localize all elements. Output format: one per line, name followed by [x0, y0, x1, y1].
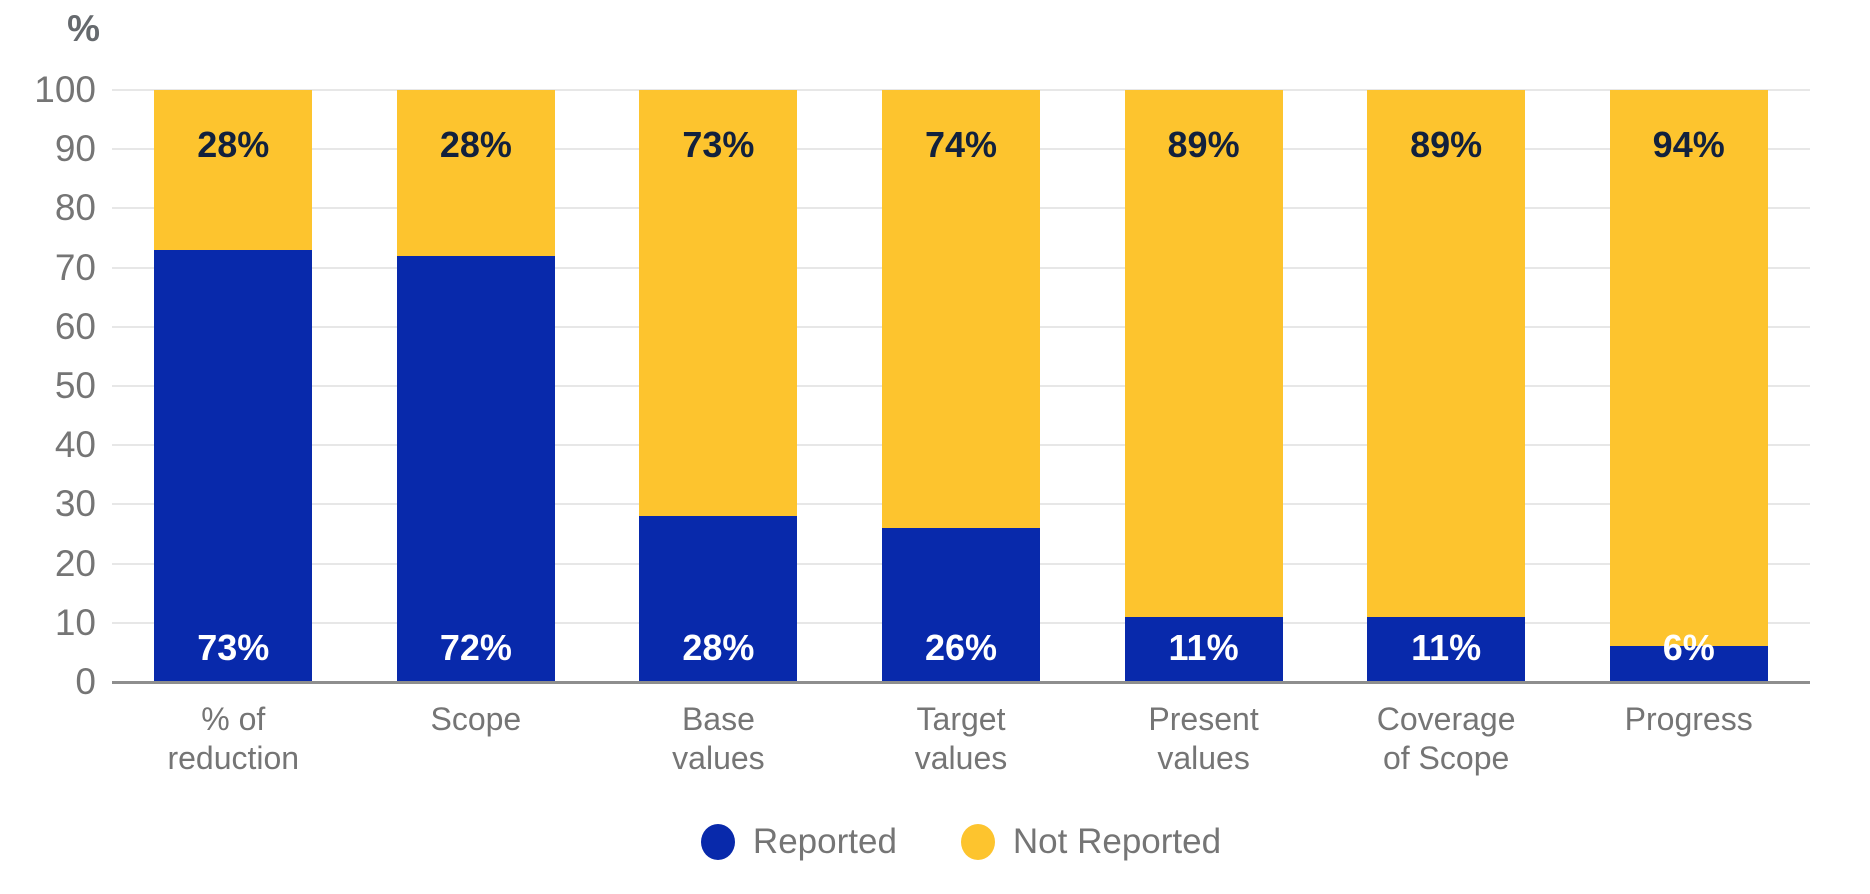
- bar-segment-not-reported: 73%: [639, 90, 798, 517]
- bar-value-label-reported: 72%: [439, 627, 512, 668]
- y-tick-label: 70: [54, 246, 96, 288]
- legend-swatch-icon: [700, 824, 735, 860]
- bar-5: 89% 11%: [1124, 90, 1283, 682]
- y-tick-label: 10: [54, 601, 96, 643]
- bar-1: 28% 73%: [154, 90, 313, 682]
- bar-value-label-not-reported: 28%: [439, 124, 512, 165]
- x-axis-label: Coverage of Scope: [1376, 701, 1516, 776]
- legend: Reported Not Reported: [112, 822, 1810, 862]
- x-axis-label: Present values: [1148, 701, 1259, 776]
- bar-value-label-reported: 73%: [197, 627, 270, 668]
- bar-segment-not-reported: 28%: [396, 90, 555, 256]
- y-tick-label: 100: [34, 69, 96, 110]
- bar-3: 73% 28%: [639, 90, 798, 682]
- x-axis-baseline: [112, 681, 1810, 684]
- bar-2: 28% 72%: [396, 90, 555, 682]
- bar-value-label-reported: 11%: [1168, 627, 1239, 668]
- bar-value-label-not-reported: 74%: [924, 124, 998, 165]
- x-axis-label: Base values: [672, 701, 765, 776]
- bar-value-label-reported: 6%: [1662, 627, 1715, 668]
- bar-6: 89% 11%: [1367, 90, 1526, 682]
- bar-segment-reported: [154, 249, 313, 682]
- y-tick-label: 30: [54, 483, 96, 525]
- bar-segment-reported: [396, 255, 555, 682]
- legend-label: Reported: [752, 822, 897, 861]
- y-tick-label: 60: [54, 305, 96, 347]
- y-tick-label: 20: [54, 542, 96, 584]
- bar-segment-reported: [1124, 616, 1283, 682]
- bar-segment-reported: [639, 516, 798, 682]
- bar-value-label-reported: 28%: [682, 627, 755, 668]
- y-tick-label: 40: [54, 424, 96, 466]
- bar-4: 74% 26%: [882, 90, 1040, 682]
- bar-segment-not-reported: 89%: [1124, 90, 1283, 617]
- y-tick-label: 0: [75, 661, 96, 702]
- bar-segment-not-reported: 74%: [882, 90, 1040, 529]
- y-tick-label: 50: [54, 365, 96, 406]
- y-tick-label: 90: [54, 128, 96, 170]
- legend-item-reported: Reported: [700, 822, 897, 862]
- bar-value-label-not-reported: 89%: [1167, 124, 1240, 165]
- bar-value-label-reported: 11%: [1411, 627, 1482, 668]
- y-axis-title: %: [67, 8, 100, 49]
- bar-segment-not-reported: 94%: [1609, 90, 1768, 647]
- bar-segment-not-reported: 28%: [154, 90, 313, 250]
- bar-value-label-not-reported: 28%: [197, 124, 270, 165]
- legend-item-not-reported: Not Reported: [960, 822, 1222, 862]
- x-axis-label: Target values: [914, 701, 1008, 776]
- bar-value-label-not-reported: 94%: [1652, 124, 1725, 165]
- bar-segment-reported: [882, 528, 1040, 682]
- bar-7: 94% 6%: [1609, 90, 1768, 682]
- bar-segment-reported: [1367, 616, 1526, 682]
- bar-value-label-not-reported: 73%: [682, 124, 755, 165]
- bar-segment-not-reported: 89%: [1367, 90, 1526, 617]
- y-tick-label: 80: [54, 187, 96, 229]
- x-axis-label: Scope: [430, 701, 522, 737]
- bar-segment-reported: [1609, 646, 1768, 682]
- bar-value-label-not-reported: 89%: [1410, 124, 1483, 165]
- x-axis-label: Progress: [1624, 701, 1753, 737]
- bar-value-label-reported: 26%: [924, 627, 998, 668]
- legend-swatch-icon: [960, 824, 995, 860]
- x-axis-label: % of reduction: [167, 701, 300, 776]
- legend-label: Not Reported: [1012, 822, 1222, 861]
